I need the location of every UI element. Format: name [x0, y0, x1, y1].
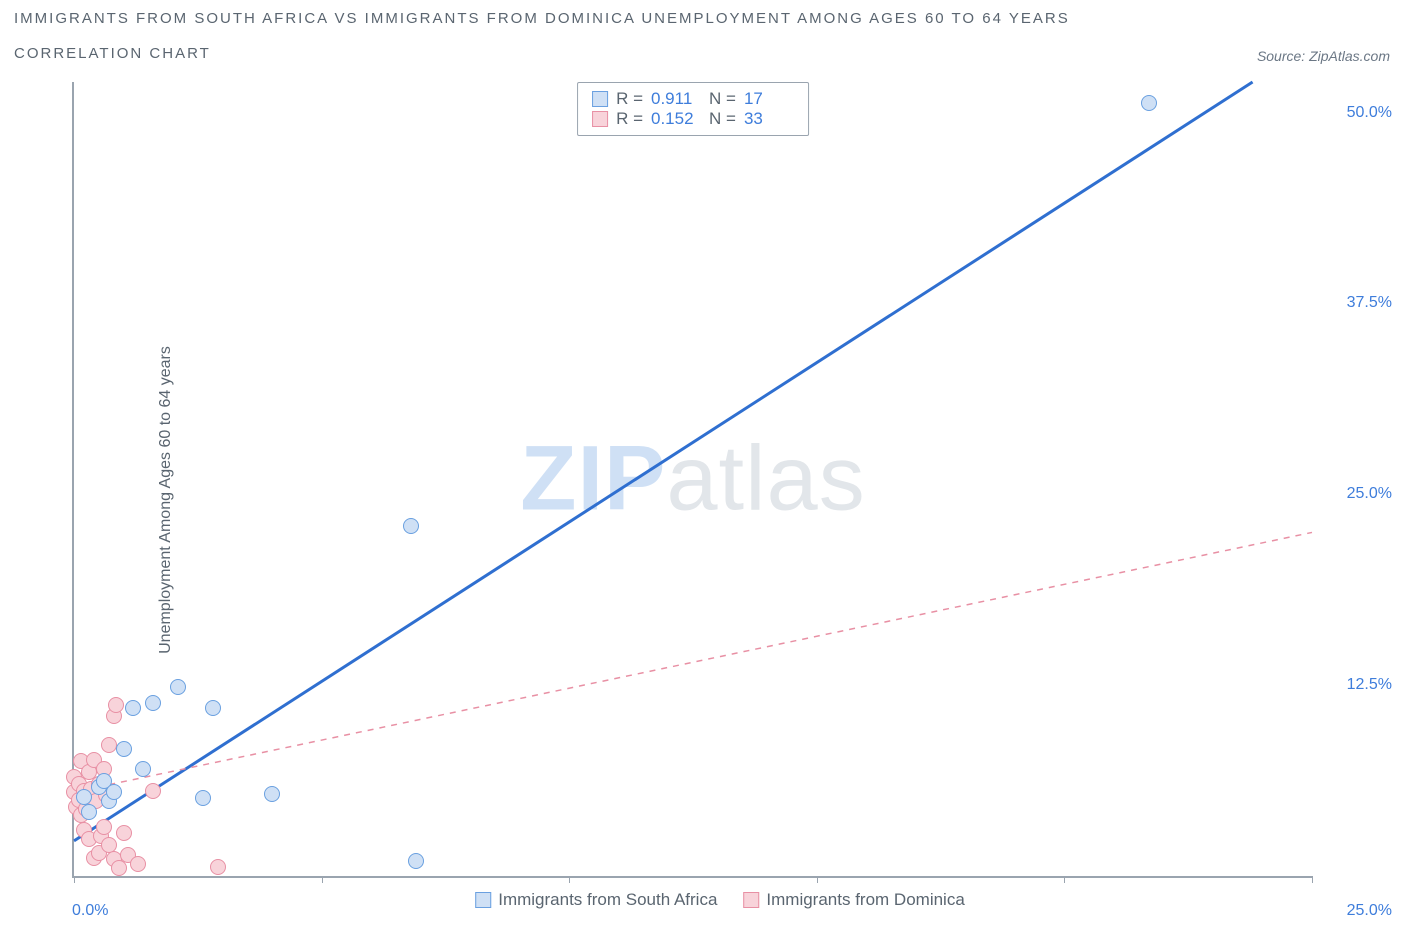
data-point-sa	[403, 518, 419, 534]
n-label: N =	[709, 89, 736, 109]
data-point-dom	[116, 825, 132, 841]
data-point-dom	[96, 819, 112, 835]
legend-label-dom: Immigrants from Dominica	[766, 890, 964, 910]
stats-row-dom: R = 0.152 N = 33	[592, 109, 794, 129]
data-point-sa	[195, 790, 211, 806]
x-tick	[569, 876, 570, 883]
series-legend: Immigrants from South Africa Immigrants f…	[475, 890, 965, 910]
swatch-dom	[592, 111, 608, 127]
r-label: R =	[616, 109, 643, 129]
trend-lines	[74, 82, 1312, 876]
correlation-stats-box: R = 0.911 N = 17 R = 0.152 N = 33	[577, 82, 809, 136]
legend-label-sa: Immigrants from South Africa	[498, 890, 717, 910]
y-tick-label: 25.0%	[1347, 485, 1392, 503]
data-point-sa	[1141, 95, 1157, 111]
swatch-sa	[592, 91, 608, 107]
y-tick-label: 37.5%	[1347, 294, 1392, 312]
data-point-sa	[135, 761, 151, 777]
legend-item-sa: Immigrants from South Africa	[475, 890, 717, 910]
data-point-sa	[205, 700, 221, 716]
trend-line-sa	[74, 82, 1253, 841]
data-point-sa	[170, 679, 186, 695]
x-axis-start-label: 0.0%	[72, 902, 108, 920]
legend-swatch-sa	[475, 892, 491, 908]
n-label: N =	[709, 109, 736, 129]
data-point-dom	[101, 737, 117, 753]
legend-swatch-dom	[743, 892, 759, 908]
trend-line-dom	[74, 532, 1312, 792]
data-point-sa	[125, 700, 141, 716]
y-tick-label: 12.5%	[1347, 676, 1392, 694]
x-tick	[817, 876, 818, 883]
r-label: R =	[616, 89, 643, 109]
n-value: 17	[744, 89, 794, 109]
data-point-dom	[145, 783, 161, 799]
y-tick-label: 50.0%	[1347, 104, 1392, 122]
r-value: 0.911	[651, 89, 701, 109]
data-point-sa	[76, 789, 92, 805]
r-value: 0.152	[651, 109, 701, 129]
data-point-dom	[111, 860, 127, 876]
data-point-sa	[116, 741, 132, 757]
stats-row-sa: R = 0.911 N = 17	[592, 89, 794, 109]
source-attribution: Source: ZipAtlas.com	[1257, 48, 1390, 64]
chart-title-line2: CORRELATION CHART	[0, 27, 1406, 62]
data-point-sa	[81, 804, 97, 820]
n-value: 33	[744, 109, 794, 129]
chart-container: Unemployment Among Ages 60 to 64 years Z…	[48, 82, 1392, 918]
x-tick	[1312, 876, 1313, 883]
x-tick	[322, 876, 323, 883]
chart-title-line1: IMMIGRANTS FROM SOUTH AFRICA VS IMMIGRAN…	[0, 0, 1406, 27]
data-point-sa	[408, 853, 424, 869]
data-point-dom	[108, 697, 124, 713]
plot-area: ZIPatlas R =0.911N =17R =0.152N =33 12.5…	[72, 82, 1312, 878]
data-point-sa	[106, 784, 122, 800]
data-point-sa	[264, 786, 280, 802]
x-tick	[1064, 876, 1065, 883]
data-point-dom	[130, 856, 146, 872]
data-point-dom	[210, 859, 226, 875]
legend-item-dom: Immigrants from Dominica	[743, 890, 964, 910]
watermark: ZIPatlas	[520, 427, 865, 532]
x-tick	[74, 876, 75, 883]
x-axis-end-label: 25.0%	[1347, 902, 1392, 920]
data-point-sa	[145, 695, 161, 711]
